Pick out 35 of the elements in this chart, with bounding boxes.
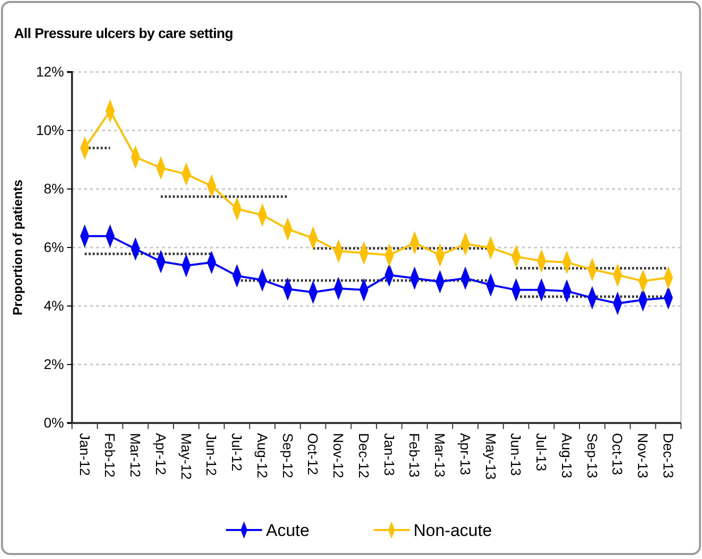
x-tick-label: Jul-12: [229, 433, 246, 472]
x-tick-label: Oct-12: [305, 433, 322, 476]
legend-label: Non-acute: [413, 521, 492, 540]
x-tick-label: Aug-12: [254, 433, 270, 478]
chart-title: All Pressure ulcers by care setting: [14, 25, 234, 41]
x-tick-label: Jul-13: [534, 433, 550, 472]
x-tick-label: May-13: [482, 433, 499, 480]
x-tick-label: Mar-12: [128, 433, 144, 478]
x-tick-label: May-12: [178, 433, 194, 480]
y-tick-label: 12%: [36, 63, 64, 80]
x-tick-label: Apr-13: [457, 433, 474, 476]
x-tick-label: Feb-12: [102, 433, 118, 478]
x-tick-label: Dec-12: [356, 433, 372, 478]
y-tick-label: 10%: [36, 122, 64, 138]
x-tick-label: Apr-12: [152, 433, 169, 476]
x-tick-label: Feb-13: [406, 433, 423, 478]
x-tick-label: Jan-12: [76, 433, 93, 476]
y-tick-label: 4%: [44, 297, 64, 314]
x-tick-label: Jun-13: [508, 433, 524, 476]
legend-label: Acute: [266, 521, 310, 540]
x-tick-label: Jan-13: [381, 433, 398, 476]
x-tick-label: Jun-12: [204, 433, 220, 476]
x-tick-label: Nov-13: [635, 433, 652, 478]
y-tick-label: 8%: [44, 180, 64, 196]
y-tick-label: 0%: [44, 414, 64, 430]
x-tick-label: Mar-13: [432, 433, 448, 478]
y-tick-label: 2%: [44, 356, 64, 372]
y-tick-label: 6%: [44, 238, 64, 255]
x-tick-label: Sep-13: [584, 433, 600, 478]
x-tick-label: Nov-12: [330, 433, 347, 478]
y-axis-title: Proportion of patients: [10, 180, 25, 316]
x-tick-label: Aug-13: [558, 433, 575, 478]
x-tick-label: Oct-13: [610, 433, 626, 476]
x-tick-label: Dec-13: [660, 433, 676, 478]
x-tick-label: Sep-12: [280, 433, 296, 478]
